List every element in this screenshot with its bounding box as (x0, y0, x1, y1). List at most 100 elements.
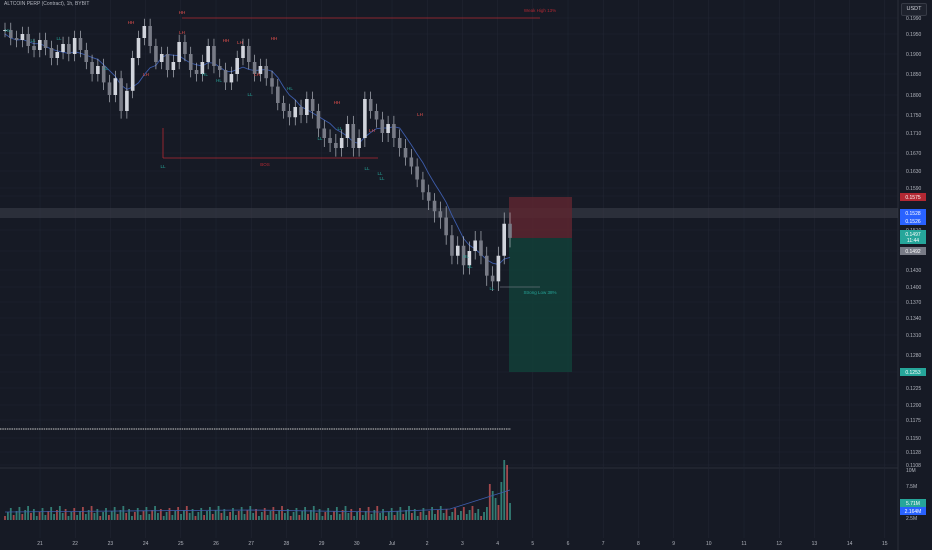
position-zones (0, 197, 898, 372)
volume-bar (79, 511, 81, 520)
volume-bar (6, 512, 9, 520)
candle-body (229, 74, 234, 83)
candle-body (363, 99, 367, 138)
structure-label: LH (179, 30, 185, 35)
volume-bar (266, 515, 269, 520)
volume-bar (73, 508, 76, 520)
volume-bar (105, 508, 107, 520)
candle-body (473, 240, 477, 251)
volume-bar (84, 514, 87, 520)
candle-body (357, 138, 361, 148)
candle-body (484, 255, 489, 276)
volume-bar (286, 509, 289, 520)
volume-bar (174, 511, 177, 520)
volume-bar (50, 507, 53, 520)
volume-bar (491, 491, 494, 520)
candle-body (322, 128, 327, 138)
volume-bar (373, 510, 376, 520)
volume-bar (185, 506, 188, 520)
volume-bar (119, 510, 122, 520)
price-tick-label: 0.1175 (906, 418, 921, 424)
currency-button[interactable]: USDT (901, 3, 927, 16)
structure-label: HL (216, 78, 222, 83)
time-tick-label: 7 (602, 541, 605, 547)
volume-bar (148, 514, 151, 520)
volume-bar (451, 512, 454, 520)
volume-bar (405, 510, 408, 520)
volume-tick-label: 2.5M (906, 516, 917, 522)
volume-bar (194, 516, 197, 520)
volume-bar (480, 516, 483, 520)
volume-bar (232, 508, 234, 520)
time-axis[interactable]: 21 22 23 24 25 26 27 28 29 30 Jul 2 3 4 5 6 7 8 9 10 11 12 13 1… (37, 541, 888, 547)
price-label-bg (900, 193, 926, 201)
candle-body (188, 54, 193, 70)
volume-bar (281, 506, 283, 520)
candle-body (287, 111, 292, 118)
volume-bar (162, 516, 165, 520)
candle-body (241, 46, 245, 58)
volume-bar (272, 507, 275, 520)
volume-bar (356, 512, 358, 520)
volume-bar (275, 514, 278, 520)
price-tick-label: 0.1108 (906, 463, 921, 469)
candle-body (119, 78, 123, 111)
candle-body (130, 58, 135, 91)
volume-bar (38, 512, 41, 520)
volume-bar (431, 507, 433, 520)
candle-body (258, 66, 263, 74)
volume-tick-label: 10M (906, 468, 916, 474)
time-tick-label: 25 (178, 541, 184, 547)
volume-bar (364, 511, 367, 520)
price-label-bg (900, 247, 926, 255)
candle-body (217, 66, 222, 70)
volume-bar (32, 509, 35, 520)
volume-bar (44, 515, 47, 520)
volume-bar (344, 506, 347, 520)
volume-bar (41, 508, 44, 520)
time-tick-label: 26 (213, 541, 219, 547)
candle-body (55, 52, 60, 58)
candle-body (72, 38, 77, 54)
candle-body (20, 34, 25, 40)
volume-bar (367, 507, 370, 520)
candle-body (305, 99, 309, 115)
price-tick-label: 0.1128 (906, 450, 921, 456)
structure-label: Strong Low 38% (523, 290, 556, 295)
candle-body (177, 42, 181, 62)
volume-bar (142, 511, 145, 520)
candle-body (154, 46, 158, 62)
price-axis[interactable]: 0.1990 0.1950 0.1900 0.1850 0.1800 0.1750 0.17… (900, 16, 926, 522)
volume-bar (307, 514, 309, 520)
volume-bar (416, 516, 419, 520)
price-tick-label: 0.1710 (906, 131, 922, 137)
volume-bar (87, 510, 90, 520)
volume-bar (465, 514, 468, 520)
volume-bar (102, 512, 105, 520)
price-tick-label: 0.1750 (906, 113, 922, 119)
volume-bar (243, 514, 246, 520)
volume-bar (382, 509, 384, 520)
candle-body (380, 119, 385, 133)
volume-bar (488, 484, 491, 520)
volume-bar (402, 514, 405, 520)
candle-body (270, 78, 274, 87)
volume-bar (347, 513, 350, 520)
time-tick-label: 10 (706, 541, 712, 547)
volume-bar (128, 509, 130, 520)
volume-bar (116, 514, 119, 520)
price-tick-label: 0.1370 (906, 300, 922, 306)
time-tick-label: 12 (776, 541, 782, 547)
volume-bar (506, 465, 509, 520)
structure-label: HL (287, 86, 293, 91)
candle-body (438, 211, 443, 218)
volume-bar (434, 514, 436, 520)
price-tick-label: 0.1630 (906, 169, 922, 175)
volume-bar (445, 509, 448, 520)
volume-bar (468, 510, 471, 520)
volume-bar (385, 516, 387, 520)
price-label-bg (900, 209, 926, 217)
volume-bar (419, 512, 422, 520)
candle-body (32, 46, 36, 50)
